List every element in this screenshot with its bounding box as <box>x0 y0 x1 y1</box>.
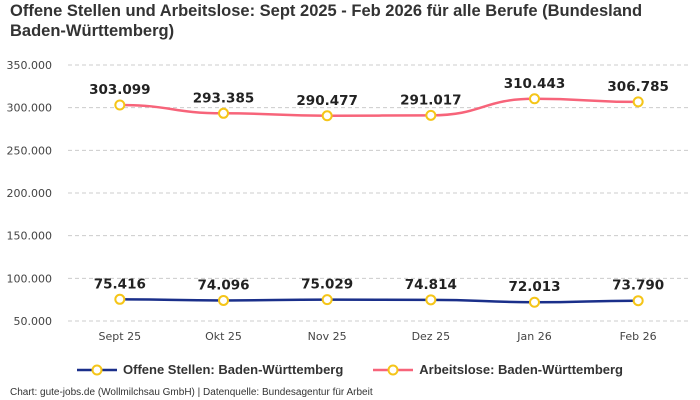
data-point <box>425 294 437 306</box>
data-label: 73.790 <box>612 278 664 294</box>
x-tick-label: Nov 25 <box>308 330 347 343</box>
y-tick-label: 100.000 <box>7 272 53 285</box>
data-point <box>114 293 126 305</box>
data-point <box>425 109 437 121</box>
data-point <box>114 99 126 111</box>
x-tick-label: Feb 26 <box>620 330 657 343</box>
data-point <box>632 96 644 108</box>
data-label: 293.385 <box>193 90 255 106</box>
data-label: 290.477 <box>296 93 358 109</box>
data-label: 303.099 <box>89 82 151 98</box>
data-point <box>529 93 540 105</box>
legend: Offene Stellen: Baden-Württemberg Arbeit… <box>0 362 700 377</box>
data-label: 75.029 <box>301 277 353 293</box>
x-tick-label: Dez 25 <box>412 330 451 343</box>
source-footer: Chart: gute-jobs.de (Wollmilchsau GmbH) … <box>10 387 373 398</box>
data-label: 306.785 <box>607 79 669 95</box>
legend-label: Offene Stellen: Baden-Württemberg <box>123 362 344 377</box>
series-line-0 <box>119 298 639 304</box>
data-point <box>218 107 229 119</box>
y-tick-label: 350.000 <box>7 59 53 72</box>
chart-title: Offene Stellen und Arbeitslose: Sept 202… <box>10 2 643 40</box>
data-label: 72.013 <box>508 279 560 295</box>
data-label: 74.096 <box>197 277 249 293</box>
data-label: 310.443 <box>504 76 566 92</box>
y-tick-label: 50.000 <box>14 315 53 328</box>
series-line-1 <box>119 97 639 118</box>
y-tick-label: 150.000 <box>7 230 53 243</box>
x-tick-label: Okt 25 <box>205 330 242 343</box>
x-tick-label: Sept 25 <box>99 330 142 343</box>
data-point <box>321 110 333 122</box>
x-tick-label: Jan 26 <box>516 330 551 343</box>
data-label: 291.017 <box>400 92 462 108</box>
y-tick-label: 250.000 <box>7 144 53 157</box>
data-label: 75.416 <box>94 276 146 292</box>
data-point <box>321 294 333 306</box>
data-point <box>529 296 540 308</box>
legend-swatch-arbeitslose <box>373 364 414 375</box>
legend-swatch-offene-stellen <box>77 364 117 375</box>
y-tick-label: 200.000 <box>7 187 53 200</box>
data-label: 74.814 <box>405 277 457 293</box>
data-point <box>632 295 644 307</box>
legend-item-offene-stellen[interactable]: Offene Stellen: Baden-Württemberg <box>77 362 343 377</box>
legend-label: Arbeitslose: Baden-Württemberg <box>419 362 623 377</box>
legend-item-arbeitslose[interactable]: Arbeitslose: Baden-Württemberg <box>373 362 623 377</box>
data-point <box>218 294 229 306</box>
y-tick-label: 300.000 <box>7 102 53 115</box>
